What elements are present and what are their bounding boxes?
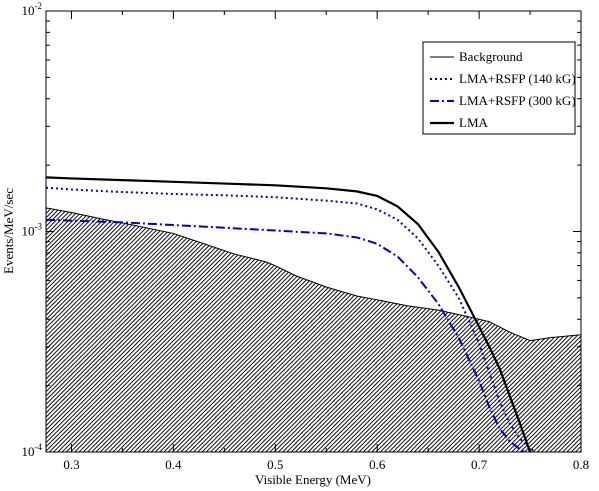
x-tick-label: 0.4: [165, 457, 182, 472]
legend-label-1: LMA+RSFP (140 kG): [459, 71, 576, 86]
y-tick-label: 10-3: [22, 222, 43, 239]
x-tick-label: 0.7: [471, 457, 488, 472]
legend: Background LMA+RSFP (140 kG) LMA+RSFP (300…: [422, 41, 576, 135]
x-tick-label: 0.3: [63, 457, 79, 472]
legend-label-0: Background: [459, 49, 523, 64]
series-line-3: [46, 176, 532, 452]
y-axis-label: Events/MeV/sec: [1, 188, 16, 274]
legend-label-3: LMA: [459, 115, 489, 130]
series-line-1: [46, 186, 536, 452]
ticks-layer: 0.3 0.4 0.5 0.6 0.7 0.8 10-4 10-3 10-2: [22, 1, 590, 472]
series-line-2: [46, 218, 526, 452]
legend-label-2: LMA+RSFP (300 kG): [459, 93, 576, 108]
x-axis-label: Visible Energy (MeV): [255, 472, 371, 487]
series-background-edge: [46, 207, 581, 342]
y-tick-label: 10-4: [22, 442, 43, 459]
series-layer: [46, 176, 581, 452]
x-tick-label: 0.6: [369, 457, 386, 472]
y-tick-label: 10-2: [22, 1, 43, 18]
series-background-area: [46, 207, 581, 452]
x-tick-label: 0.8: [573, 457, 589, 472]
x-tick-label: 0.5: [267, 457, 283, 472]
